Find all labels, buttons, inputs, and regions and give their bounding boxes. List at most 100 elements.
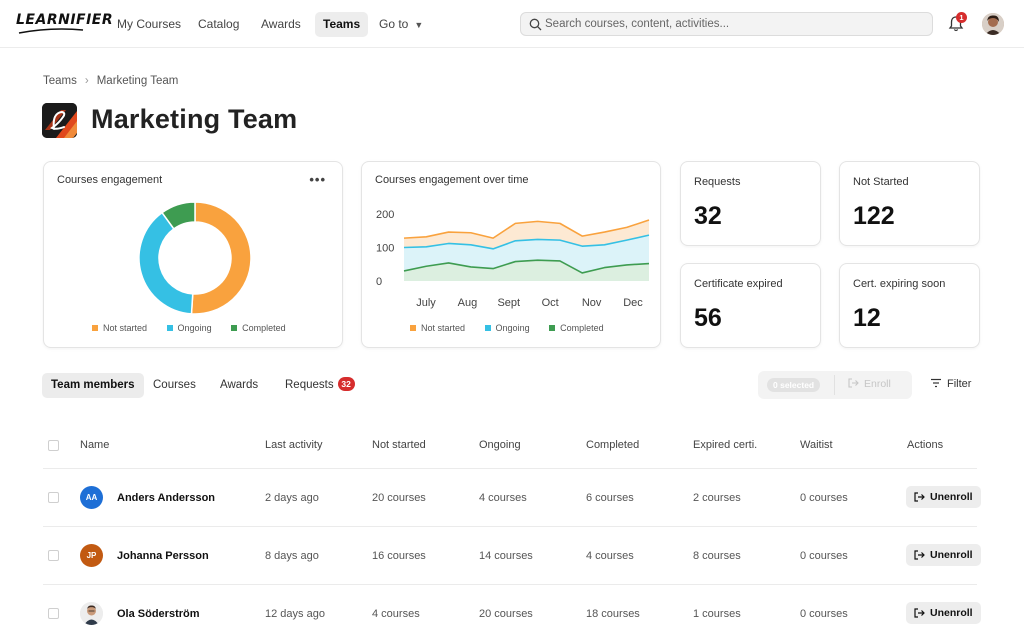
filter-label: Filter [947,378,972,390]
ongoing-count: 14 courses [479,550,533,562]
row-checkbox[interactable] [48,550,59,561]
tab-requests[interactable]: Requests 32 [276,373,364,398]
user-photo-icon [982,13,1004,35]
stat-value: 32 [694,202,722,230]
member-name[interactable]: Ola Söderström [117,608,200,620]
requests-stat-card[interactable]: Requests 32 [680,161,821,246]
stat-value: 122 [853,202,895,230]
go-to-label: Go to [379,17,409,31]
area-legend: Not started Ongoing Completed [410,323,621,333]
certificate-expired-stat-card[interactable]: Certificate expired 56 [680,263,821,348]
row-divider [43,584,977,585]
series-not-started-area [404,220,649,249]
column-header-expired[interactable]: Expired certi. [693,439,758,451]
row-checkbox[interactable] [48,608,59,619]
donut-legend: Not started Ongoing Completed [92,323,303,333]
ongoing-count: 4 courses [479,492,527,504]
enroll-arrow-icon [848,378,859,388]
x-tick-label: Aug [458,297,478,309]
column-header-not-started[interactable]: Not started [372,439,426,451]
breadcrumb: Teams › Marketing Team [43,75,178,87]
learnifier-logo[interactable]: LEARNIFIER [16,12,114,28]
slice-completed [161,201,196,230]
completed-count: 4 courses [586,550,634,562]
breadcrumb-current: Marketing Team [96,75,179,87]
stat-label: Not Started [853,176,909,188]
avatar: AA [80,486,103,509]
legend-completed: Completed [231,323,286,333]
expired-count: 8 courses [693,550,741,562]
bulk-action-group: 0 selected Enroll [758,371,912,399]
last-activity: 2 days ago [265,492,319,504]
row-checkbox[interactable] [48,492,59,503]
legend-swatch-completed [231,325,238,331]
tab-team-members[interactable]: Team members [42,373,144,398]
column-header-ongoing[interactable]: Ongoing [479,439,521,451]
column-header-completed[interactable]: Completed [586,439,640,451]
notification-count-badge: 1 [956,12,967,23]
more-options-icon[interactable]: ••• [309,172,326,187]
tab-courses[interactable]: Courses [153,379,196,391]
unenroll-button[interactable]: Unenroll [906,602,981,624]
column-header-name[interactable]: Name [80,439,110,451]
legend-not-started: Not started [92,323,147,333]
search-input[interactable] [545,14,925,34]
filter-icon [931,378,941,388]
not-started-count: 20 courses [372,492,426,504]
divider [834,375,835,395]
waitlist-count: 0 courses [800,608,848,620]
tab-awards[interactable]: Awards [220,379,259,391]
member-photo-icon [80,602,103,625]
logo-swoosh-icon [18,28,84,34]
member-name[interactable]: Anders Andersson [117,492,216,504]
search-box[interactable] [520,12,933,36]
nav-teams[interactable]: Teams [315,12,369,37]
filter-button[interactable]: Filter [930,378,971,390]
team-logo [42,103,77,138]
enroll-button[interactable]: Enroll [848,378,891,390]
stat-label: Requests [694,176,741,188]
select-all-checkbox[interactable] [48,440,59,451]
ongoing-count: 20 courses [479,608,533,620]
series-completed-area [404,260,649,281]
waitlist-count: 0 courses [800,550,848,562]
stat-value: 12 [853,304,881,332]
unenroll-label: Unenroll [930,549,973,561]
last-activity: 8 days ago [265,550,319,562]
top-navigation-bar: LEARNIFIER My Courses Catalog Awards Tea… [0,0,1024,48]
member-name[interactable]: Johanna Persson [117,550,209,562]
page-title: Marketing Team [91,104,298,134]
legend-ongoing: Ongoing [484,323,530,333]
y-tick-label: 0 [376,276,382,288]
nav-my-courses[interactable]: My Courses [117,17,182,31]
search-icon [529,18,542,31]
x-tick-label: Nov [582,297,602,309]
nav-catalog[interactable]: Catalog [198,17,240,31]
x-tick-label: Oct [542,297,559,309]
not-started-stat-card[interactable]: Not Started 122 [839,161,980,246]
unenroll-label: Unenroll [930,607,973,619]
cert-expiring-soon-stat-card[interactable]: Cert. expiring soon 12 [839,263,980,348]
legend-swatch-not-started [410,325,416,331]
series-not-started-line [403,219,650,239]
stat-label: Certificate expired [694,278,783,290]
column-header-actions: Actions [907,439,944,451]
requests-count-badge: 32 [337,377,355,391]
column-header-waitlist[interactable]: Waitist [800,439,833,451]
engagement-over-time-card: Courses engagement over time 200 100 0 July… [361,161,661,348]
user-avatar[interactable] [982,13,1004,35]
unenroll-label: Unenroll [930,491,973,503]
caret-down-icon: ▼ [414,20,424,30]
legend-swatch-ongoing [166,325,173,331]
nav-go-to-menu[interactable]: Go to ▼ [371,12,431,37]
nav-awards[interactable]: Awards [261,17,301,31]
unenroll-icon [914,550,925,560]
column-header-last-activity[interactable]: Last activity [265,439,323,451]
expired-count: 2 courses [693,492,741,504]
unenroll-button[interactable]: Unenroll [906,486,981,508]
row-divider [43,468,977,469]
team-logo-icon [42,103,77,138]
breadcrumb-teams-link[interactable]: Teams [43,75,77,87]
unenroll-button[interactable]: Unenroll [906,544,981,566]
y-tick-label: 100 [376,243,394,255]
